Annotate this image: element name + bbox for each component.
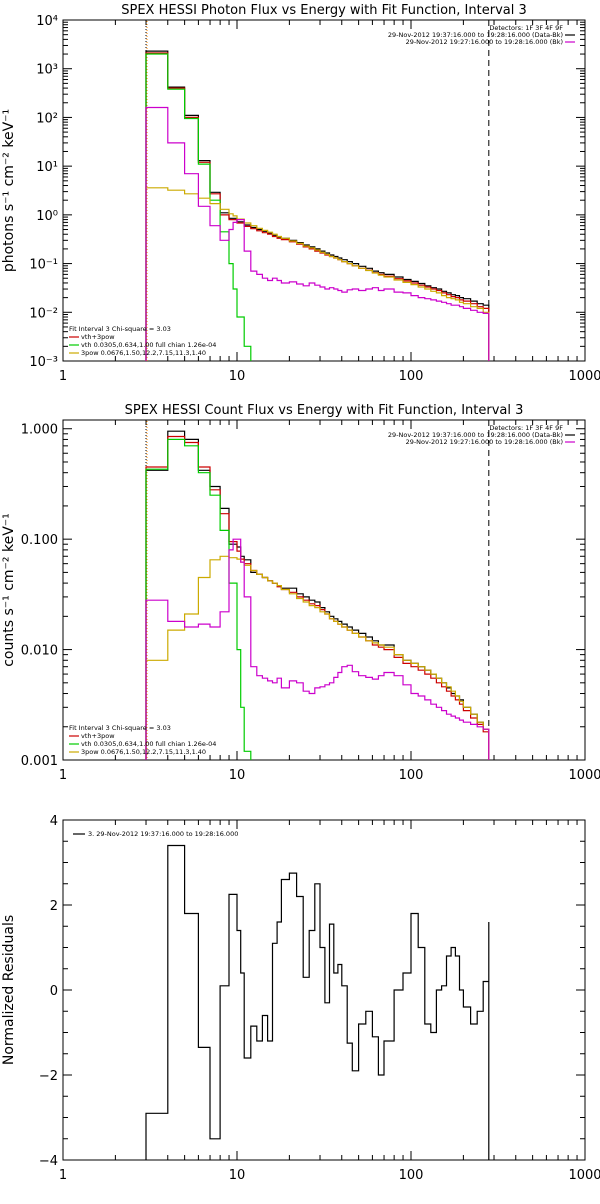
chart-title: SPEX HESSI Photon Flux vs Energy with Fi… (121, 3, 527, 18)
legend-top-right-text: 29-Nov-2012 19:27:16.000 to 19:28:16.000… (406, 38, 563, 46)
legend-heading: Fit Interval 3 Chi-square = 3.03 (69, 325, 171, 333)
legend-top-right-text: 29-Nov-2012 19:37:16.000 to 19:28:16.000… (388, 431, 563, 439)
series-line-2 (145, 52, 490, 361)
y-tick-label: 0 (50, 984, 58, 999)
plot-frame (62, 19, 586, 362)
legend-top-right-text: Detectors: 1F 3F 4F 9F (489, 24, 563, 32)
plot-frame (62, 819, 586, 1161)
legend-entry: 3pow 0.0676,1.50,12.2,7.15,11.3,1.40 (81, 349, 206, 357)
y-tick-label: 10¹ (36, 160, 58, 175)
y-tick-label: 10⁻² (29, 306, 58, 321)
y-tick-label: 10⁴ (36, 14, 58, 29)
y-tick-label: 4 (50, 814, 58, 829)
x-tick-label: 10 (229, 1168, 246, 1183)
legend-top-right-text: 29-Nov-2012 19:37:16.000 to 19:28:16.000… (388, 31, 563, 39)
y-tick-label: −2 (39, 1069, 58, 1084)
x-tick-label: 1 (59, 369, 67, 384)
chart-panel-1: 1 10 100 1000 10⁻³ 10⁻² 10⁻¹ 10⁰ 10¹ 10² 10³ 10⁴ SPE… (1, 3, 600, 384)
y-tick-label: 10² (36, 111, 58, 126)
series-line-3 (145, 53, 252, 361)
y-tick-label: 0.001 (21, 754, 58, 769)
y-tick-label: 10³ (36, 63, 58, 78)
legend-entry: 3. 29-Nov-2012 19:37:16.000 to 19:28:16.… (88, 830, 238, 838)
x-tick-label: 1 (59, 1168, 67, 1183)
legend-heading: Fit Interval 3 Chi-square = 3.03 (69, 724, 171, 732)
y-tick-label: 0.100 (21, 533, 58, 548)
chart-panel-2: 1 10 100 1000 0.001 0.010 0.100 1.000 SPEX HESSI… (1, 403, 600, 783)
y-tick-label: 0.010 (21, 644, 58, 659)
legend-entry: vth+3pow (81, 732, 115, 740)
y-tick-label: 10⁻¹ (29, 258, 58, 273)
x-tick-label: 100 (399, 768, 424, 783)
series-line-4 (145, 555, 490, 760)
legend-entry: vth 0.0305,0.634,1.00 full chian 1.26e-0… (81, 740, 216, 748)
series-line-5 (145, 106, 490, 361)
y-tick-label: 10⁰ (36, 209, 58, 224)
series-line-1 (145, 430, 490, 760)
series-line-1 (145, 844, 490, 1160)
y-tick-label: 1.000 (21, 423, 58, 438)
legend-entry: vth 0.0305,0.634,1.00 full chian 1.26e-0… (81, 341, 216, 349)
series-line-1 (145, 50, 490, 361)
y-tick-label: −4 (39, 1154, 58, 1169)
x-tick-label: 1000 (568, 768, 600, 783)
y-axis-label: Normalized Residuals (1, 915, 17, 1065)
x-tick-label: 10 (229, 768, 246, 783)
x-tick-label: 10 (229, 369, 246, 384)
legend-top-right-text: Detectors: 1F 3F 4F 9F (489, 424, 563, 432)
x-tick-label: 100 (399, 369, 424, 384)
y-axis-label: counts s⁻¹ cm⁻² keV⁻¹ (1, 513, 17, 667)
chart-title: SPEX HESSI Count Flux vs Energy with Fit… (125, 403, 524, 418)
legend-entry: 3pow 0.0676,1.50,12.2,7.15,11.3,1.40 (81, 748, 206, 756)
legend-entry: vth+3pow (81, 333, 115, 341)
x-tick-label: 1000 (568, 1168, 600, 1183)
legend-top-right-text: 29-Nov-2012 19:27:16.000 to 19:28:16.000… (406, 438, 563, 446)
series-line-3 (145, 438, 252, 760)
x-tick-label: 100 (399, 1168, 424, 1183)
chart-panel-3: 1 10 100 1000 −4 −2 0 2 4 Normalized Residuals 3. … (1, 814, 600, 1183)
x-tick-label: 1000 (568, 369, 600, 384)
y-axis-label: photons s⁻¹ cm⁻² keV⁻¹ (1, 109, 17, 272)
plot-frame (62, 419, 586, 761)
series-line-4 (145, 187, 490, 361)
series-line-5 (145, 538, 490, 760)
x-tick-label: 1 (59, 768, 67, 783)
y-tick-label: 2 (50, 899, 58, 914)
y-tick-label: 10⁻³ (29, 355, 58, 370)
